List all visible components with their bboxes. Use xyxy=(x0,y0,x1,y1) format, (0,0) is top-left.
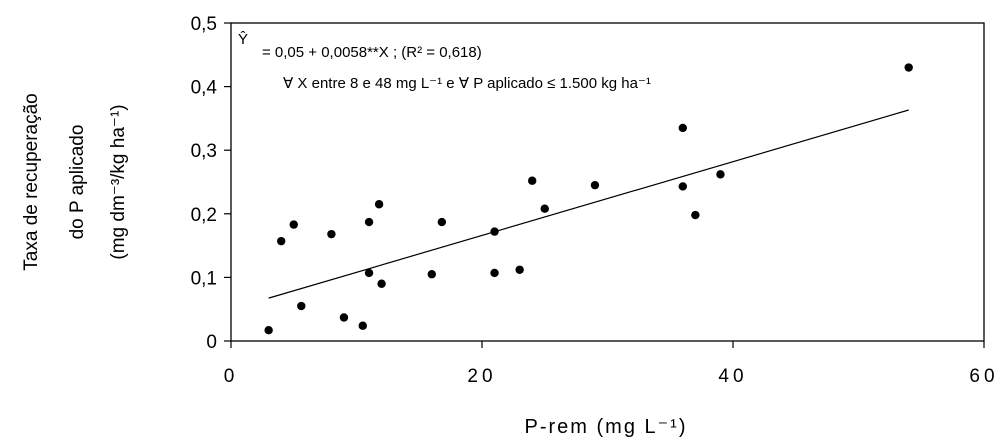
data-point xyxy=(264,325,273,335)
data-point xyxy=(277,236,286,246)
data-point xyxy=(427,270,436,279)
data-point xyxy=(590,180,600,190)
y-axis-title-line-2: do P aplicado xyxy=(67,125,88,240)
x-axis-title: P-rem (mg L⁻¹) xyxy=(525,416,688,438)
data-point xyxy=(364,268,374,278)
y-tick-label: 0,3 xyxy=(191,141,217,162)
data-point xyxy=(437,217,447,227)
x-tick-label: 60 xyxy=(969,366,998,387)
data-point xyxy=(339,313,349,322)
y-axis-title-line-1: Taxa de recuperação xyxy=(21,93,42,270)
data-point xyxy=(540,204,549,213)
equation-line-1: = 0,05 + 0,0058**X ; (R² = 0,618) xyxy=(262,44,482,61)
axes: 0 0,1 0,2 0,3 0,4 0,5 0 20 40 60 xyxy=(191,14,998,387)
data-point xyxy=(490,227,499,236)
data-point xyxy=(691,210,700,220)
data-point xyxy=(289,220,298,229)
data-point xyxy=(716,170,725,179)
y-tick-label: 0,5 xyxy=(191,14,217,35)
data-point xyxy=(327,229,336,239)
fit-line-group xyxy=(268,109,909,299)
plot-frame xyxy=(230,22,985,342)
data-point xyxy=(377,279,386,288)
y-axis-title-line-3: (mg dm⁻³/kg ha⁻¹) xyxy=(108,104,129,259)
x-tick-label: 40 xyxy=(718,366,747,387)
data-point xyxy=(904,63,913,72)
data-point xyxy=(490,268,499,278)
y-tick-label: 0,4 xyxy=(191,78,218,99)
x-tick-label: 20 xyxy=(467,366,496,387)
regression-line xyxy=(268,109,909,299)
y-tick-label: 0 xyxy=(206,332,217,353)
equation-line-2: ∀ X entre 8 e 48 mg L⁻¹ e ∀ P aplicado ≤… xyxy=(283,75,651,92)
data-point xyxy=(678,182,687,191)
data-point xyxy=(515,265,524,274)
data-point xyxy=(297,301,306,311)
x-tick-label: 0 xyxy=(224,366,239,387)
y-tick-label: 0,1 xyxy=(191,268,217,289)
data-point xyxy=(528,176,537,185)
data-point xyxy=(358,321,367,330)
equation-symbol: Ŷ xyxy=(238,31,248,48)
data-points xyxy=(264,63,913,335)
data-point xyxy=(374,200,384,209)
data-point xyxy=(678,123,687,133)
y-tick-label: 0,2 xyxy=(191,205,217,226)
data-point xyxy=(364,217,374,227)
